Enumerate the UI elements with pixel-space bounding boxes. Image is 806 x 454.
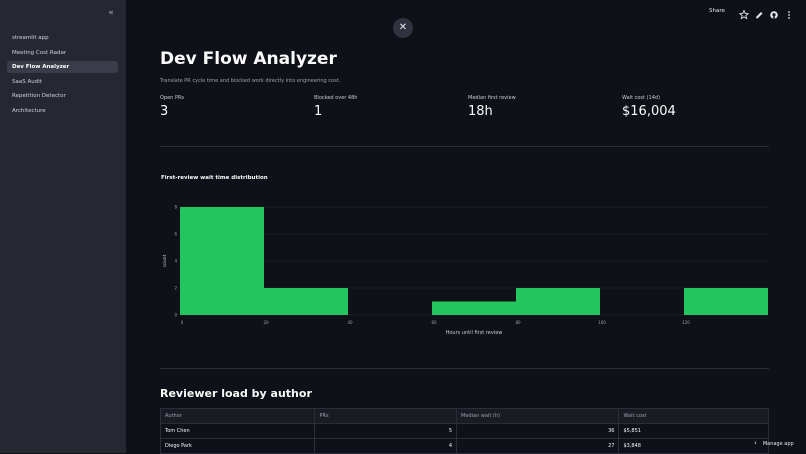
table-cell: $5,851 (623, 428, 641, 434)
sidebar-item-dev-flow-analyzer[interactable]: Dev Flow Analyzer (7, 61, 118, 73)
metric-label: Median first review (468, 95, 516, 101)
x-tick-label: 60 (431, 320, 437, 325)
table-row[interactable]: Tom Chen 5 36 $5,851 (161, 424, 768, 439)
x-tick-label: 20 (263, 320, 269, 325)
table-cell: $3,848 (623, 443, 641, 449)
table-header-row: Author PRs Median wait (h) Wait cost (161, 409, 768, 424)
divider (160, 146, 769, 147)
y-tick-label: 2 (174, 286, 177, 291)
sidebar-item-repetition-detector[interactable]: Repetition Detector (12, 93, 66, 99)
table-cell: Diego Park (161, 439, 316, 453)
histogram-bar (264, 288, 348, 315)
metric-value: 18h (468, 104, 493, 119)
table-cell: 27 (457, 439, 620, 453)
histogram-bar (432, 301, 516, 315)
histogram-bar (684, 288, 768, 315)
metric-open-prs: Open PRs 3 (160, 95, 310, 119)
pencil-icon[interactable] (754, 6, 764, 19)
table-row[interactable]: Diego Park 4 27 $3,848 (161, 439, 768, 454)
close-icon[interactable]: ✕ (393, 18, 413, 38)
chevron-left-icon: ‹ (754, 439, 757, 447)
y-tick-label: 6 (174, 232, 177, 237)
manage-app-label: Manage app (762, 441, 794, 447)
metric-value: $16,004 (622, 104, 676, 119)
sidebar-nav: streamlit app Meeting Cost Radar Dev Flo… (7, 32, 118, 119)
page-subtitle: Translate PR cycle time and blocked work… (160, 78, 341, 84)
sidebar-item-meeting-cost-radar[interactable]: Meeting Cost Radar (12, 49, 67, 56)
x-tick-label: 0 (181, 320, 184, 325)
page-title: Dev Flow Analyzer (160, 49, 337, 69)
star-icon[interactable] (738, 6, 750, 20)
sidebar-item-architecture[interactable]: Architecture (12, 107, 46, 114)
manage-app-button[interactable]: ‹ Manage app (754, 439, 794, 447)
histogram-bar (180, 207, 264, 315)
y-axis-label: count (162, 254, 168, 267)
y-tick-label: 4 (174, 259, 177, 264)
y-tick-label: 0 (174, 313, 177, 318)
x-tick-label: 120 (682, 320, 690, 325)
metric-value: 1 (314, 104, 323, 119)
double-chevron-left-icon[interactable]: « (108, 8, 114, 18)
x-tick-label: 40 (347, 320, 353, 325)
column-header[interactable]: PRs (315, 409, 458, 423)
share-button[interactable]: Share (709, 8, 725, 14)
github-icon[interactable] (769, 6, 779, 19)
x-axis-label: Hours until first review (446, 330, 503, 336)
column-header[interactable]: Author (161, 409, 316, 423)
top-toolbar: Share (696, 0, 806, 24)
sidebar-item-streamlit-app[interactable]: streamlit app (12, 35, 49, 41)
metric-label: Open PRs (160, 95, 185, 101)
reviewer-load-table[interactable]: Author PRs Median wait (h) Wait cost Tom… (160, 408, 769, 454)
metric-median-first-review: Median first review 18h (468, 95, 618, 119)
chart-title: First-review wait time distribution (161, 175, 268, 181)
table-cell: 5 (315, 424, 458, 438)
metric-value: 3 (160, 104, 169, 119)
table-cell: 4 (315, 439, 458, 453)
y-tick-label: 8 (174, 205, 177, 210)
column-header[interactable]: Median wait (h) (457, 409, 620, 423)
metric-label: Wait cost (14d) (622, 95, 661, 101)
metric-label: Blocked over 48h (314, 95, 358, 101)
histogram-bar (516, 288, 600, 315)
sidebar: « streamlit app Meeting Cost Radar Dev F… (0, 0, 126, 453)
column-header[interactable]: Wait cost (623, 413, 647, 419)
x-tick-label: 80 (515, 320, 521, 325)
section-title-reviewer-load: Reviewer load by author (160, 387, 312, 400)
metric-blocked: Blocked over 48h 1 (314, 95, 464, 119)
metric-wait-cost: Wait cost (14d) $16,004 (622, 95, 772, 119)
divider (160, 368, 769, 369)
more-menu-icon[interactable] (784, 6, 794, 19)
x-tick-label: 100 (598, 320, 606, 325)
table-cell: 36 (457, 424, 620, 438)
table-cell: Tom Chen (161, 424, 316, 438)
sidebar-item-saas-audit[interactable]: SaaS Audit (12, 78, 42, 85)
